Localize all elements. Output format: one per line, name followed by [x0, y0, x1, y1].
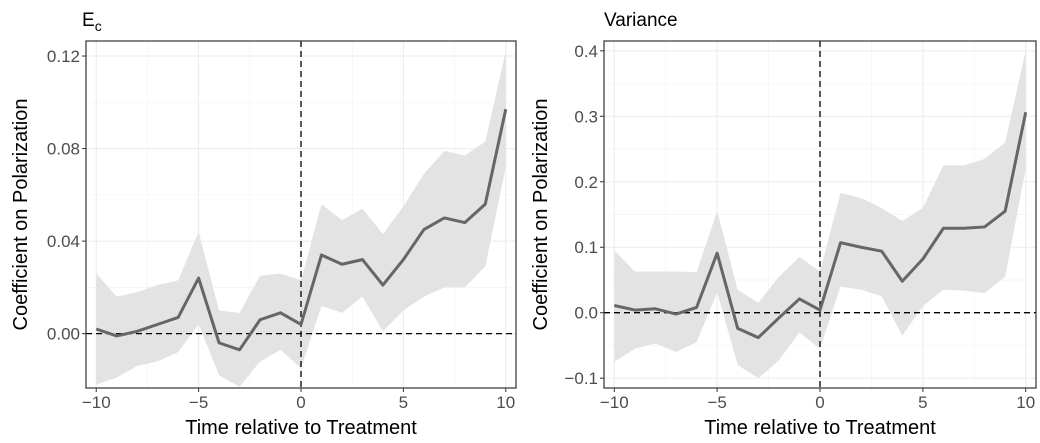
x-tick-label: −10 [82, 393, 111, 412]
y-tick-label: 0.3 [574, 107, 598, 126]
x-tick-label: 0 [815, 393, 824, 412]
y-tick-label: 0.2 [574, 173, 598, 192]
x-tick-label: 10 [1016, 393, 1035, 412]
x-axis-title: Time relative to Treatment [704, 417, 936, 439]
y-tick-label: 0.12 [47, 47, 80, 66]
y-tick-label: 0.00 [47, 325, 80, 344]
y-tick-label: 0.04 [47, 232, 80, 251]
y-tick-label: 0.4 [574, 42, 598, 61]
chart-ec: −10 −5 0 5 10 0.00 0.04 0.08 0.12 Time relative t… [10, 10, 517, 439]
x-tick-label: 0 [296, 393, 305, 412]
x-axis-title: Time relative to Treatment [185, 417, 417, 439]
panel-title: Variance [604, 10, 678, 31]
x-tick-label: 5 [918, 393, 927, 412]
y-tick-label: 0.1 [574, 238, 598, 257]
x-tick-label: 5 [399, 393, 408, 412]
x-tick-label: −5 [707, 393, 726, 412]
x-tick-label: −5 [189, 393, 208, 412]
confidence-band [96, 51, 506, 387]
y-tick-label: 0.0 [574, 304, 598, 323]
panel-title-subscript: c [95, 18, 102, 34]
panel-title: Ec [82, 10, 102, 34]
confidence-band [614, 50, 1026, 379]
chart-variance: −10 −5 0 5 10 −0.1 0.0 0.1 0.2 0.3 0.4 Time relativ… [530, 10, 1037, 439]
x-tick-label: −10 [600, 393, 629, 412]
x-tick-label: 10 [496, 393, 515, 412]
y-axis-title: Coefficient on Polarization [530, 99, 552, 331]
y-axis-title: Coefficient on Polarization [10, 99, 32, 331]
y-tick-label: 0.08 [47, 140, 80, 159]
y-tick-label: −0.1 [564, 369, 598, 388]
